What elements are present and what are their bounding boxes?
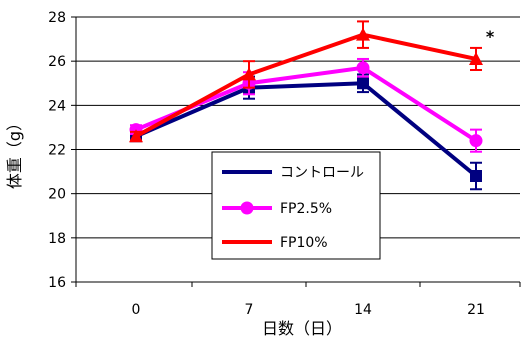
data-point bbox=[469, 134, 483, 148]
series-line bbox=[135, 32, 477, 139]
y-tick-label: 20 bbox=[48, 187, 66, 203]
series-line bbox=[135, 81, 478, 178]
legend-label: FP2.5% bbox=[280, 201, 332, 217]
x-tick-label: 14 bbox=[354, 302, 372, 318]
y-tick-label: 24 bbox=[48, 98, 66, 114]
series-2 bbox=[129, 20, 483, 143]
significance-marker: * bbox=[486, 27, 495, 46]
series-line bbox=[135, 65, 478, 143]
gridlines bbox=[76, 16, 520, 239]
y-tick-label: 26 bbox=[48, 54, 66, 70]
x-tick-labels: 0 7 14 21 bbox=[132, 302, 485, 318]
y-axis-title: 体重（g） bbox=[5, 115, 24, 189]
legend-label: コントロール bbox=[280, 165, 364, 181]
x-axis-title: 日数（日） bbox=[262, 319, 342, 338]
legend-marker bbox=[240, 201, 254, 215]
y-tick-labels: 16 18 20 22 24 26 28 bbox=[48, 10, 66, 291]
y-tick-label: 28 bbox=[48, 10, 66, 26]
axes bbox=[71, 16, 521, 287]
legend: コントロール FP2.5% FP10% bbox=[211, 151, 381, 260]
y-tick-label: 18 bbox=[48, 231, 66, 247]
data-point bbox=[356, 27, 370, 41]
x-tick-label: 21 bbox=[467, 302, 485, 318]
data-point bbox=[242, 67, 256, 81]
legend-label: FP10% bbox=[280, 235, 328, 251]
data-point bbox=[356, 61, 370, 75]
data-point bbox=[470, 170, 482, 182]
x-tick-label: 0 bbox=[132, 302, 141, 318]
data-point bbox=[357, 77, 369, 90]
x-tick-label: 7 bbox=[245, 302, 254, 318]
y-tick-label: 22 bbox=[48, 143, 66, 159]
series-group bbox=[129, 20, 483, 191]
y-tick-label: 16 bbox=[48, 275, 66, 291]
data-point bbox=[129, 129, 143, 143]
data-point bbox=[469, 51, 483, 65]
